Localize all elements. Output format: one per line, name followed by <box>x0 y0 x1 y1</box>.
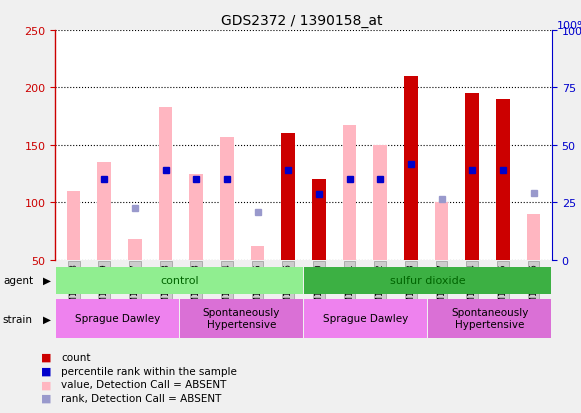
Bar <box>404 77 418 260</box>
Text: Spontaneously
Hypertensive: Spontaneously Hypertensive <box>451 307 529 329</box>
Bar <box>180 299 303 339</box>
Text: GDS2372 / 1390158_at: GDS2372 / 1390158_at <box>221 14 383 28</box>
Bar <box>374 145 387 260</box>
Bar <box>56 299 179 339</box>
Bar <box>189 174 203 260</box>
Bar <box>465 94 479 260</box>
Text: Sprague Dawley: Sprague Dawley <box>75 313 160 323</box>
Text: Sprague Dawley: Sprague Dawley <box>323 313 408 323</box>
Bar <box>159 108 173 260</box>
Bar <box>98 163 111 260</box>
Text: ■: ■ <box>41 366 51 376</box>
Text: 100%: 100% <box>557 21 581 31</box>
Bar <box>220 138 234 260</box>
Text: Spontaneously
Hypertensive: Spontaneously Hypertensive <box>203 307 280 329</box>
Text: agent: agent <box>3 275 33 285</box>
Bar <box>428 299 551 339</box>
Text: ■: ■ <box>41 352 51 362</box>
Bar <box>250 247 264 260</box>
Bar <box>312 180 326 260</box>
Text: ■: ■ <box>41 380 51 389</box>
Bar <box>67 191 81 260</box>
Bar <box>304 267 551 294</box>
Bar <box>56 267 303 294</box>
Text: percentile rank within the sample: percentile rank within the sample <box>61 366 237 376</box>
Bar <box>526 214 540 260</box>
Bar <box>281 134 295 260</box>
Text: rank, Detection Call = ABSENT: rank, Detection Call = ABSENT <box>61 393 221 403</box>
Bar <box>312 194 326 260</box>
Text: ▶: ▶ <box>42 275 51 285</box>
Text: strain: strain <box>3 314 33 324</box>
Text: control: control <box>160 275 199 285</box>
Bar <box>496 100 510 260</box>
Text: sulfur dioxide: sulfur dioxide <box>390 275 465 285</box>
Text: ■: ■ <box>41 393 51 403</box>
Text: value, Detection Call = ABSENT: value, Detection Call = ABSENT <box>61 380 227 389</box>
Bar <box>128 240 142 260</box>
Text: ▶: ▶ <box>42 314 51 324</box>
Bar <box>435 203 449 260</box>
Bar <box>304 299 427 339</box>
Text: count: count <box>61 352 91 362</box>
Bar <box>343 126 357 260</box>
